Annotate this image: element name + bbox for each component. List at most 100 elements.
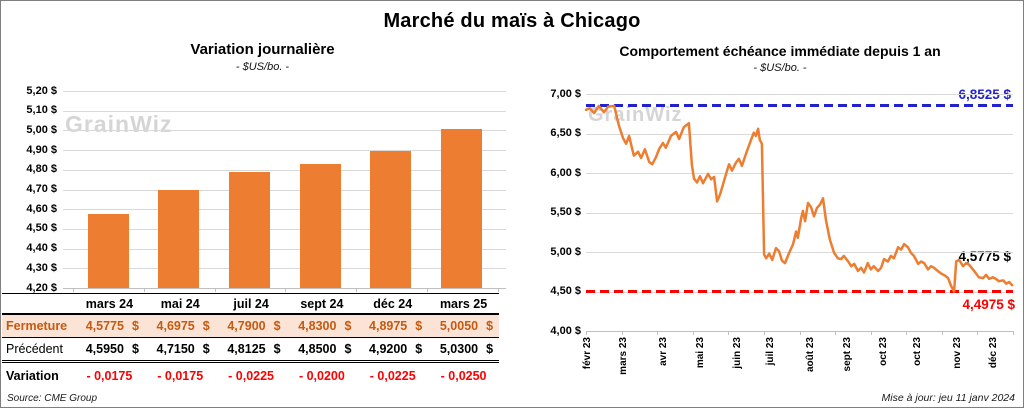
x-axis-tick bbox=[586, 331, 587, 335]
y-axis-tick-label: 5,20 $ bbox=[26, 84, 57, 97]
x-axis-tick bbox=[621, 331, 623, 335]
max-dashed-line bbox=[586, 104, 1013, 108]
right-chart-y-axis: 7,00 $ 6,50 $ 6,00 $ 5,50 $ 5,00 $ 4,50 $ 4,00… bbox=[527, 88, 581, 337]
column-header: mars 25 bbox=[439, 296, 488, 311]
x-axis-tick-label: mars 23 bbox=[618, 337, 629, 375]
x-axis-tick bbox=[143, 288, 145, 292]
x-axis-tick-label: sept 23 bbox=[842, 337, 854, 372]
row-label: Variation bbox=[6, 368, 59, 383]
row-label: Fermeture bbox=[6, 319, 68, 333]
y-axis-tick-label: 4,50 $ bbox=[26, 222, 57, 235]
table-cell: - 0,0200 bbox=[298, 368, 345, 383]
table-cell: - 0,0175 bbox=[86, 368, 133, 383]
x-axis-tick-label: oct 23 bbox=[912, 337, 924, 366]
updated-note: Mise à jour: jeu 11 janv 2024 bbox=[881, 392, 1015, 404]
y-axis-tick-label: 5,50 $ bbox=[550, 206, 581, 218]
x-axis-tick-label: févr 23 bbox=[582, 337, 594, 370]
table-row-fermeture: Fermeture 4,5775 $ 4,6975 $ 4,7900 $ 4,8300… bbox=[2, 315, 499, 338]
table-cell: 4,5950 $ bbox=[85, 342, 139, 356]
row-label: Précédent bbox=[6, 342, 63, 356]
bar-chart-plot: GrainWiz bbox=[63, 91, 506, 292]
table-cell: 4,9200 $ bbox=[369, 342, 423, 356]
gridline bbox=[63, 209, 506, 211]
x-axis-tick bbox=[356, 288, 358, 292]
bar-sept-24 bbox=[299, 163, 341, 288]
left-chart-title: Variation journalière bbox=[190, 41, 335, 58]
gridline bbox=[63, 189, 506, 191]
x-axis-tick-label: nov 23 bbox=[951, 337, 963, 369]
y-axis-tick-label: 6,50 $ bbox=[550, 127, 581, 139]
left-chart-y-axis: 5,20 $ 5,10 $ 5,00 $ 4,90 $ 4,80 $ 4,70 $ 4,60… bbox=[3, 85, 57, 294]
table-cell: 4,8300 $ bbox=[298, 319, 352, 333]
gridline bbox=[586, 133, 1013, 135]
x-axis-tick bbox=[728, 331, 730, 335]
x-axis-tick-label: déc 23 bbox=[988, 337, 1000, 369]
gridline bbox=[63, 110, 506, 112]
table-header-row: mars 24 mai 24 juil 24 sept 24 déc 24 ma… bbox=[2, 293, 499, 315]
column-header: juil 24 bbox=[233, 296, 269, 311]
x-axis-tick bbox=[870, 331, 872, 335]
x-axis-tick bbox=[906, 331, 908, 335]
x-axis-tick-label: août 23 bbox=[805, 337, 817, 373]
gridline bbox=[586, 252, 1013, 253]
x-axis-tick bbox=[763, 331, 765, 335]
y-axis-tick-label: 4,00 $ bbox=[550, 324, 581, 337]
table-cell: 4,8125 $ bbox=[227, 342, 281, 356]
column-header: mars 24 bbox=[85, 296, 134, 311]
bar-mars-24 bbox=[87, 213, 129, 288]
min-price-label: 4,4975 $ bbox=[962, 296, 1015, 312]
x-axis-tick bbox=[657, 331, 659, 335]
x-axis-tick bbox=[497, 288, 499, 292]
x-axis-tick-label: juin 23 bbox=[732, 337, 743, 369]
y-axis-tick-label: 4,30 $ bbox=[26, 261, 57, 274]
x-axis-tick bbox=[799, 331, 801, 335]
gridline bbox=[63, 169, 506, 171]
y-axis-tick-label: 5,00 $ bbox=[550, 245, 581, 258]
gridline bbox=[586, 94, 1013, 95]
x-axis-tick bbox=[285, 288, 287, 292]
table-cell: 4,6975 $ bbox=[156, 319, 210, 333]
gridline bbox=[586, 212, 1013, 214]
x-axis-tick-label: juil 23 bbox=[764, 337, 776, 366]
table-cell: 5,0300 $ bbox=[439, 342, 494, 356]
page-title: Marché du maïs à Chicago bbox=[383, 10, 641, 32]
table-cell: 4,7900 $ bbox=[227, 319, 281, 333]
gridline bbox=[63, 288, 506, 289]
x-axis-tick bbox=[427, 288, 428, 292]
column-header: mai 24 bbox=[160, 296, 200, 311]
x-axis-tick-label: oct 23 bbox=[878, 337, 890, 366]
bar-déc-24 bbox=[370, 150, 412, 288]
y-axis-tick-label: 4,80 $ bbox=[26, 163, 57, 176]
table-row-precedent: Précédent 4,5950 $ 4,7150 $ 4,8125 $ 4,8500… bbox=[2, 338, 499, 363]
price-line bbox=[584, 104, 1014, 293]
x-axis-tick bbox=[1013, 331, 1014, 335]
left-chart-subtitle: - $US/bo. - bbox=[235, 61, 290, 73]
gridline bbox=[63, 150, 506, 152]
table-cell: 4,7150 $ bbox=[156, 342, 210, 356]
gridline bbox=[63, 130, 506, 132]
line-chart-plot: GrainWiz 6,8525 $ 4,4975 $ 4,5775 $ bbox=[584, 87, 1015, 335]
x-axis-tick bbox=[977, 331, 979, 335]
bar-mars-25 bbox=[441, 129, 482, 288]
table-cell: 4,8975 $ bbox=[369, 319, 423, 333]
source-note: Source: CME Group bbox=[7, 393, 98, 404]
price-table: mars 24 mai 24 juil 24 sept 24 déc 24 ma… bbox=[2, 293, 499, 388]
table-cell: 5,0050 $ bbox=[439, 319, 494, 333]
y-axis-tick-label: 4,90 $ bbox=[26, 143, 57, 156]
y-axis-tick-label: 5,10 $ bbox=[26, 104, 57, 117]
y-axis-tick-label: 7,00 $ bbox=[550, 87, 581, 100]
gridline bbox=[63, 91, 506, 92]
bar-juil-24 bbox=[228, 171, 270, 288]
x-axis-tick bbox=[941, 331, 943, 335]
x-axis-tick-label: mai 23 bbox=[694, 337, 706, 369]
grainwiz-watermark: GrainWiz bbox=[588, 104, 683, 126]
table-cell: - 0,0175 bbox=[157, 368, 204, 383]
bar-mai-24 bbox=[158, 190, 200, 288]
y-axis-tick-label: 4,20 $ bbox=[26, 281, 57, 294]
min-dashed-line bbox=[586, 290, 1013, 294]
y-axis-tick-label: 4,60 $ bbox=[26, 202, 57, 215]
gridline bbox=[586, 173, 1013, 174]
gridline bbox=[63, 228, 506, 230]
y-axis-tick-label: 6,00 $ bbox=[550, 166, 581, 179]
